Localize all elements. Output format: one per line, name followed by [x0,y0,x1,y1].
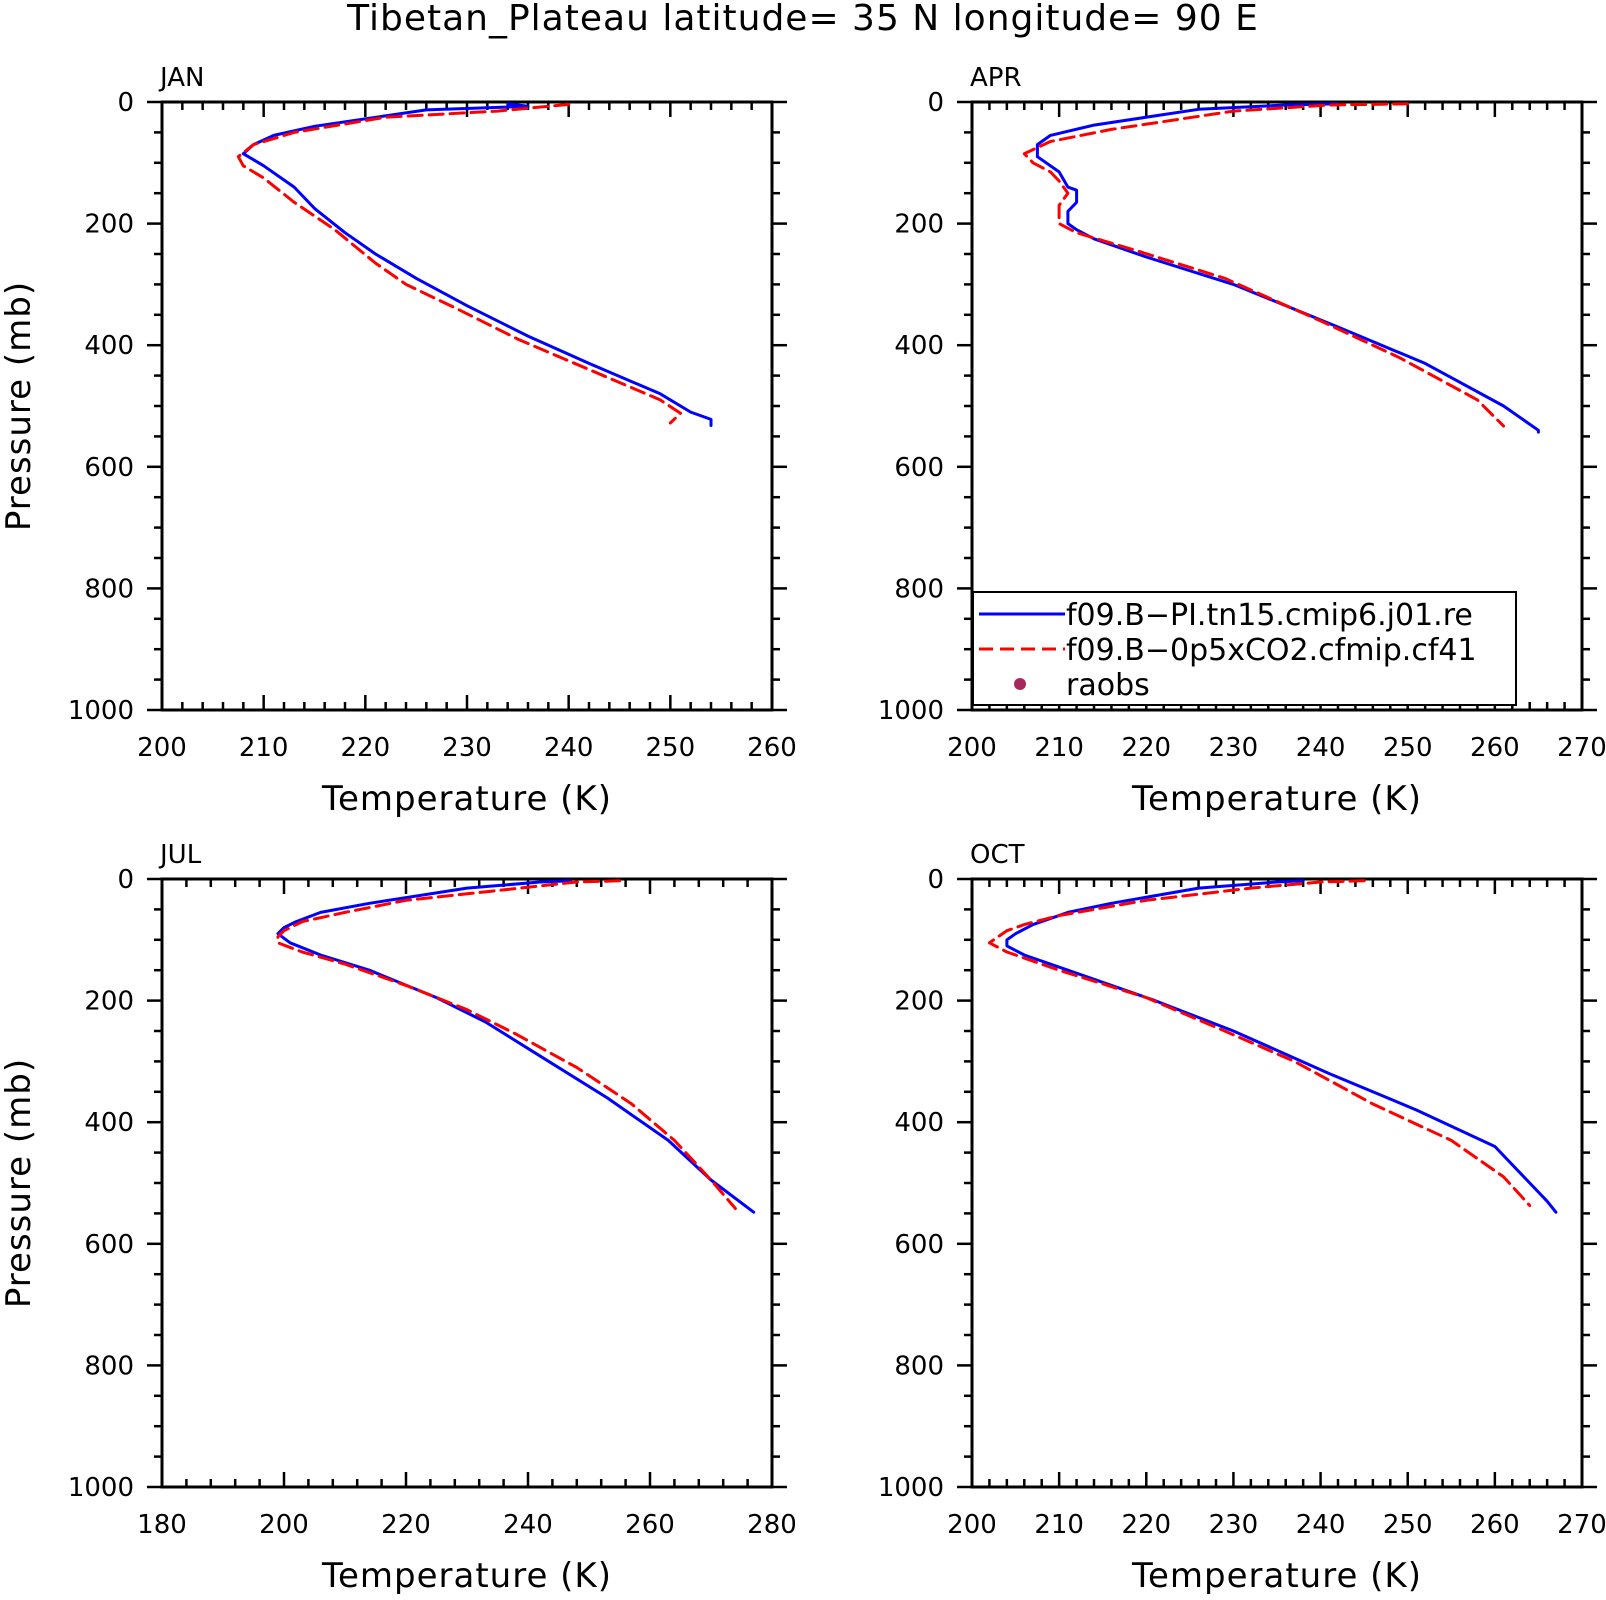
y-tick-label: 0 [927,865,944,895]
x-tick-label: 250 [1383,1510,1433,1540]
x-tick-label: 210 [239,733,289,763]
legend-marker-raobs [1014,678,1026,690]
legend-label: raobs [1066,668,1150,703]
y-tick-label: 200 [894,210,944,240]
legend-label: f09.B−0p5xCO2.cfmip.cf41 [1066,633,1477,668]
panel-label: JAN [158,63,204,93]
legend-label: f09.B−PI.tn15.cmip6.j01.re [1066,598,1473,633]
y-tick-label: 200 [84,210,134,240]
x-tick-label: 220 [381,1510,431,1540]
x-tick-label: 270 [1557,1510,1606,1540]
x-tick-label: 200 [137,733,187,763]
y-tick-label: 600 [894,453,944,483]
y-tick-label: 1000 [878,1473,944,1503]
x-tick-label: 250 [646,733,696,763]
x-tick-label: 180 [137,1510,187,1540]
y-tick-label: 800 [84,1351,134,1381]
y-tick-label: 800 [84,574,134,604]
x-tick-label: 200 [947,1510,997,1540]
y-tick-label: 1000 [68,1473,134,1503]
panel-label: JUL [158,840,202,870]
x-tick-label: 230 [442,733,492,763]
panel-label: APR [970,63,1022,93]
series-line-0p5xco2 [236,102,682,425]
figure-title: Tibetan_Plateau latitude= 35 N longitude… [346,0,1259,39]
y-tick-label: 400 [84,1108,134,1138]
x-tick-label: 280 [747,1510,797,1540]
y-tick-label: 0 [927,88,944,118]
y-tick-label: 1000 [68,696,134,726]
x-axis-title: Temperature (K) [321,1556,612,1596]
x-tick-label: 230 [1209,733,1259,763]
y-tick-label: 800 [894,1351,944,1381]
plot-frame [160,877,774,1489]
y-axis-title: Pressure (mb) [0,281,39,531]
x-tick-label: 260 [625,1510,675,1540]
x-tick-label: 260 [1470,733,1520,763]
x-tick-label: 220 [1121,733,1171,763]
x-axis-title: Temperature (K) [1131,1556,1422,1596]
legend: f09.B−PI.tn15.cmip6.j01.ref09.B−0p5xCO2.… [972,591,1517,706]
x-axis-title: Temperature (K) [321,779,612,819]
panel-label: OCT [970,840,1025,870]
x-tick-label: 230 [1209,1510,1259,1540]
y-tick-label: 200 [84,987,134,1017]
y-tick-label: 600 [894,1230,944,1260]
series-line-pi [1035,102,1540,434]
x-tick-label: 240 [1296,733,1346,763]
series-line-0p5xco2 [987,879,1532,1207]
series-line-pi [1005,879,1558,1214]
y-axis-title: Pressure (mb) [0,1058,39,1308]
y-tick-label: 400 [894,1108,944,1138]
y-tick-label: 600 [84,453,134,483]
y-tick-label: 200 [894,987,944,1017]
y-tick-label: 1000 [878,696,944,726]
x-tick-label: 250 [1383,733,1433,763]
x-tick-label: 220 [341,733,391,763]
x-tick-label: 270 [1557,733,1606,763]
x-tick-label: 210 [1034,733,1084,763]
x-tick-label: 210 [1034,1510,1084,1540]
x-tick-label: 240 [1296,1510,1346,1540]
y-tick-label: 0 [117,88,134,118]
series-line-pi [241,102,713,427]
series-line-0p5xco2 [1022,102,1506,428]
x-tick-label: 260 [747,733,797,763]
x-tick-label: 240 [503,1510,553,1540]
x-tick-label: 240 [544,733,594,763]
x-tick-label: 220 [1121,1510,1171,1540]
y-tick-label: 400 [894,331,944,361]
series-line-pi [276,879,756,1214]
x-axis-title: Temperature (K) [1131,779,1422,819]
series-line-0p5xco2 [276,879,737,1210]
x-tick-label: 260 [1470,1510,1520,1540]
y-tick-label: 600 [84,1230,134,1260]
y-tick-label: 0 [117,865,134,895]
x-tick-label: 200 [947,733,997,763]
x-tick-label: 200 [259,1510,309,1540]
y-tick-label: 800 [894,574,944,604]
y-tick-label: 400 [84,331,134,361]
